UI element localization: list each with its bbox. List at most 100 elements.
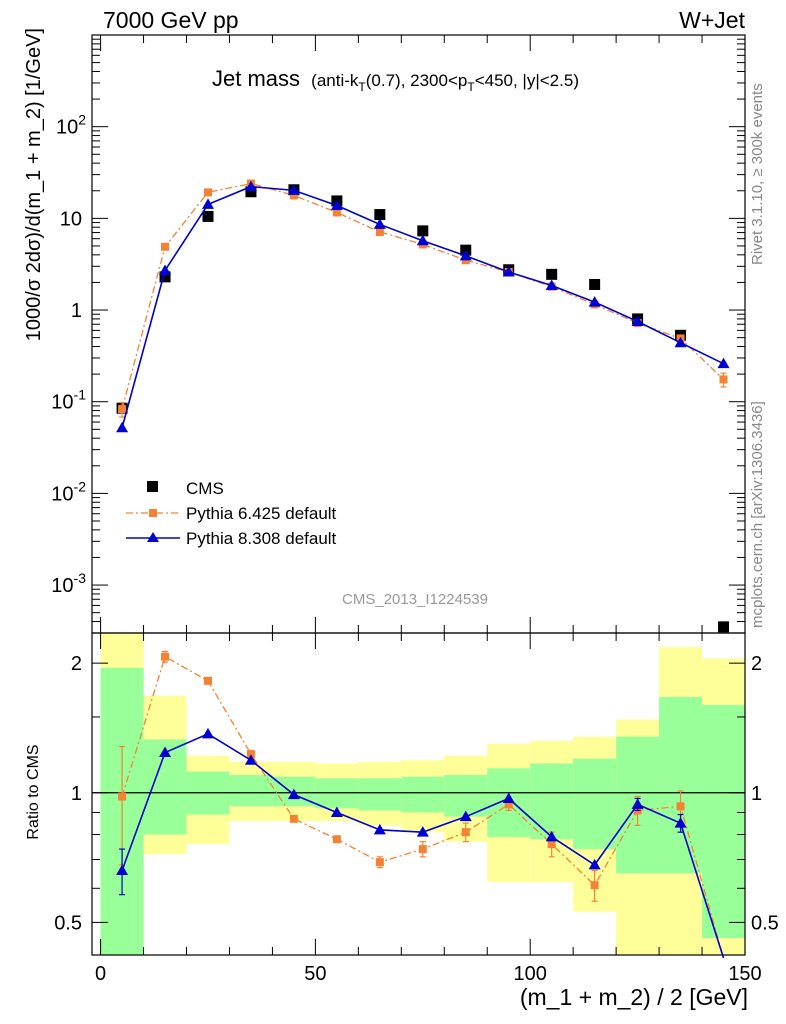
inner-band-bin — [358, 778, 402, 811]
main-panel-frame: 10-3 10-2 10-1 1 10 102 — [51, 34, 746, 634]
cms-marker — [374, 209, 386, 221]
ratio-pythia6-marker — [203, 676, 212, 685]
y-tick-label: 10 — [60, 208, 82, 230]
x-tick-label: 150 — [728, 963, 761, 985]
ratio-y-tick-label-right: 1 — [751, 783, 762, 805]
plot-title-sub-b: (0.7), 2300<p — [366, 71, 468, 90]
y-tick-label: 10-3 — [51, 570, 86, 597]
x-tick-label: 50 — [304, 963, 326, 985]
y-tick-label: 102 — [56, 112, 86, 139]
pythia8-marker — [287, 184, 300, 195]
ratio-pythia6-marker — [547, 840, 556, 849]
pythia6-marker — [375, 227, 384, 236]
ratio-pythia6-marker — [332, 835, 341, 844]
ratio-pythia6-marker — [461, 828, 470, 837]
ratio-pythia8-marker — [159, 746, 172, 758]
pythia8-line — [121, 185, 724, 428]
pythia8-marker — [545, 279, 558, 291]
pythia6-marker — [719, 375, 728, 384]
legend-pythia8-label: Pythia 8.308 default — [186, 529, 337, 548]
cms-marker — [202, 210, 214, 222]
pythia8-marker — [416, 234, 429, 246]
main-y-axis-label: 1000/σ 2dσ)/d(m_1 + m_2) [1/GeV] — [23, 28, 45, 341]
pythia8-marker — [373, 218, 386, 229]
inner-band-bin — [530, 763, 574, 840]
ratio-pythia6-marker — [289, 814, 298, 823]
legend-pythia8-marker — [147, 532, 159, 542]
y-tick-label: 10-2 — [51, 478, 86, 505]
pythia8-marker — [159, 264, 172, 275]
plot-title-sub-b-sub: T — [467, 80, 475, 94]
pythia8-marker — [588, 296, 601, 307]
ratio-y-axis-label: Ratio to CMS — [25, 744, 42, 839]
header-right: W+Jet — [679, 7, 745, 33]
cms-marker — [159, 271, 171, 283]
ratio-panel-frame: 0.5 0.5 1 1 2 2 0 50 100 150 — [54, 632, 779, 985]
legend-cms-label: CMS — [186, 479, 224, 498]
pythia6-marker — [289, 191, 298, 200]
pythia8-marker — [244, 180, 257, 192]
ratio-y-tick-label-left: 1 — [71, 783, 82, 805]
pythia8-marker — [116, 421, 129, 433]
header-left: 7000 GeV pp — [103, 7, 239, 33]
pythia8-marker — [330, 199, 343, 211]
pythia6-marker — [203, 188, 212, 197]
cms-marker — [589, 278, 601, 290]
ratio-pythia8-marker — [502, 792, 515, 803]
ratio-pythia6-marker — [161, 652, 170, 661]
ratio-pythia8-marker — [416, 826, 429, 837]
inner-band-bin — [315, 778, 359, 809]
plot-title-sub-a: (anti-k — [311, 71, 359, 90]
ratio-y-tick-label-right: 0.5 — [751, 912, 779, 934]
ratio-pythia6-marker — [118, 792, 127, 801]
legend: CMS Pythia 6.425 default Pythia 8.308 de… — [126, 479, 337, 548]
plot-title: Jet mass (anti-kT(0.7), 2300<pT<450, |y|… — [212, 66, 579, 94]
ratio-panel-series — [116, 650, 725, 959]
main-panel-series — [116, 179, 730, 633]
pythia6-marker — [118, 405, 127, 414]
ratio-pythia8-marker — [330, 806, 343, 817]
pythia8-marker — [502, 265, 515, 277]
ratio-pythia6-marker — [676, 802, 685, 811]
inner-band-bin — [573, 758, 617, 850]
plot-title-sub-c: <450, |y|<2.5) — [475, 71, 579, 90]
inner-band-bin — [229, 774, 273, 807]
ratio-pythia8-marker — [244, 754, 257, 765]
ratio-uncertainty-bands — [100, 633, 745, 955]
ratio-pythia8-marker — [674, 817, 687, 828]
rivet-label: Rivet 3.1.10, ≥ 300k events — [749, 83, 766, 265]
ratio-y-tick-label-left: 0.5 — [54, 912, 82, 934]
ratio-pythia8-marker — [631, 798, 644, 809]
ratio-pythia6-marker — [504, 800, 513, 809]
pythia8-marker — [717, 357, 730, 369]
ratio-pythia8-marker — [588, 858, 601, 870]
ratio-pythia8-marker — [373, 823, 386, 835]
cms-marker — [245, 186, 257, 198]
x-tick-label: 0 — [95, 963, 106, 985]
plot-title-main: Jet mass — [212, 66, 300, 91]
inner-band-bin — [702, 704, 745, 938]
inner-band-bin — [659, 696, 703, 874]
ratio-pythia6-marker — [590, 881, 599, 890]
ratio-pythia8-marker — [459, 810, 472, 822]
ratio-pythia6-marker — [375, 858, 384, 867]
inner-band-bin — [444, 774, 488, 817]
ratio-panel-border — [91, 632, 746, 956]
inner-band-bin — [401, 776, 445, 813]
ratio-pythia8-marker — [201, 727, 214, 739]
legend-pythia6-marker — [149, 509, 157, 517]
ratio-pythia6-marker — [246, 750, 255, 759]
mcplots-label: mcplots.cern.ch [arXiv:1306.3436] — [749, 401, 766, 628]
legend-pythia6-label: Pythia 6.425 default — [186, 504, 337, 523]
ratio-y-tick-label-left: 2 — [71, 653, 82, 675]
cms-marker — [718, 621, 730, 633]
pythia6-line — [121, 182, 724, 410]
pythia8-marker — [201, 198, 214, 209]
plot-title-sub-a-sub: T — [358, 80, 366, 94]
pythia8-marker — [631, 315, 644, 326]
pythia6-marker — [332, 208, 341, 217]
analysis-label: CMS_2013_I1224539 — [342, 591, 488, 608]
x-tick-label: 100 — [514, 963, 547, 985]
x-axis-label: (m_1 + m_2) / 2 [GeV] — [520, 984, 748, 1010]
